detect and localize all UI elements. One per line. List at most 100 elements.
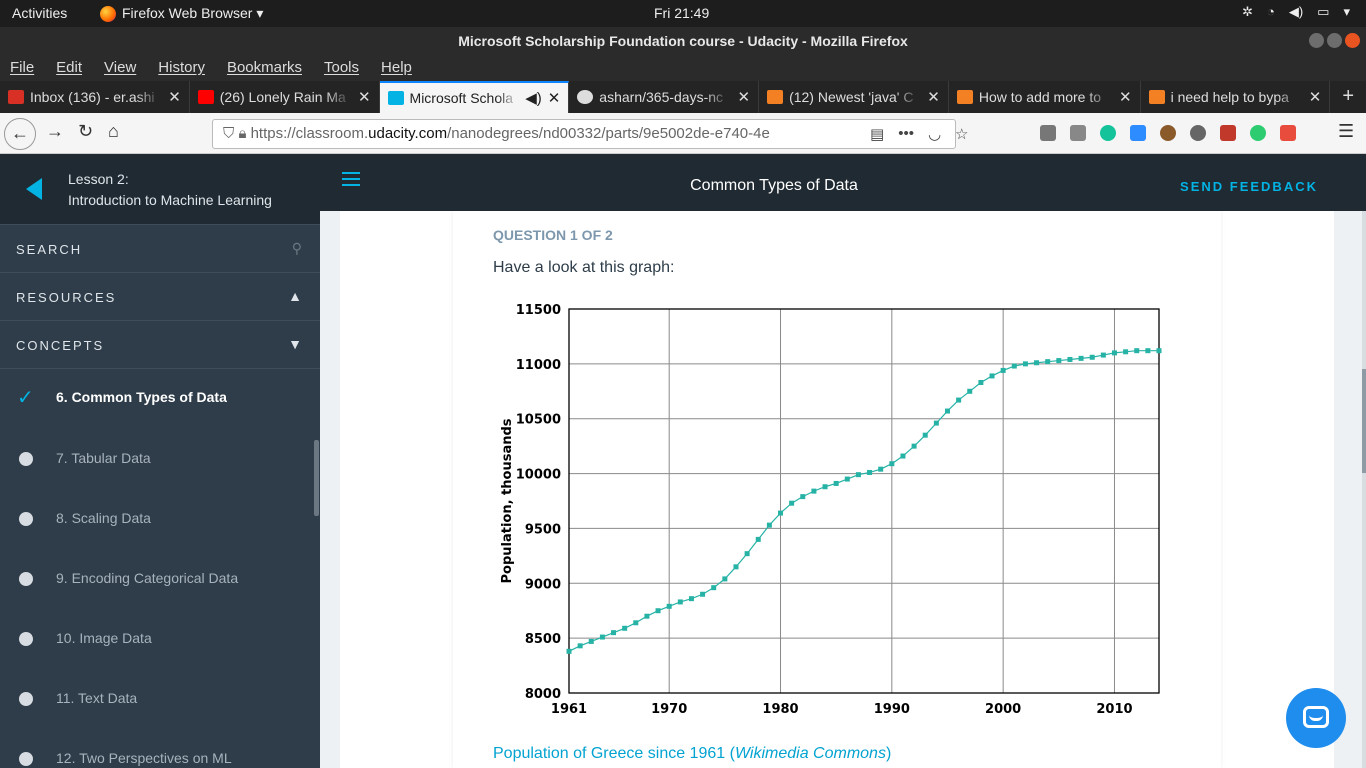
bookmark-star-icon[interactable]: ☆ [955,126,969,143]
close-tab-icon[interactable]: ✕ [1308,89,1322,106]
tab-youtube[interactable]: (26) Lonely Rain Ma ✕ [190,81,380,113]
concept-item-12[interactable]: 12. Two Perspectives on ML [0,727,320,768]
close-tab-icon[interactable]: ✕ [357,89,371,106]
close-tab-icon[interactable]: ✕ [547,90,561,107]
menu-bar: File Edit View History Bookmarks Tools H… [0,55,1366,81]
data-point [822,484,828,490]
page-scrollbar-thumb[interactable] [1362,369,1366,473]
data-point [700,591,706,597]
data-point [622,625,628,631]
clock[interactable]: Fri 21:49 [654,5,710,21]
extension-grid-icon[interactable] [1280,125,1296,141]
chevron-up-icon[interactable]: ▲ [288,288,302,304]
resources-label: RESOURCES [16,290,117,305]
sidebar-resources[interactable]: RESOURCES ▲ [0,273,320,321]
library-icon[interactable] [1040,125,1056,141]
close-tab-icon[interactable]: ✕ [927,89,940,106]
classroom-header: Common Types of Data SEND FEEDBACK [320,154,1366,211]
maximize-button[interactable] [1327,33,1342,48]
sidebar-scrollbar[interactable] [314,440,319,516]
tracking-shield-icon[interactable]: ⛉ [223,125,235,142]
menu-view[interactable]: View [104,59,137,76]
tab-stackoverflow-1[interactable]: (12) Newest 'java' C ✕ [759,81,949,113]
volume-icon[interactable]: ◀) [1288,4,1304,19]
search-icon[interactable]: ⚲ [291,240,302,256]
concept-item-10[interactable]: 10. Image Data [0,607,320,667]
data-point [867,469,873,475]
tab-audio-icon[interactable]: ◀) [525,90,542,107]
app-menu[interactable]: Firefox Web Browser ▾ [100,5,263,22]
back-arrow-icon[interactable] [26,178,42,200]
lesson-header[interactable]: Lesson 2: Introduction to Machine Learni… [0,154,320,225]
lock-icon[interactable]: 🔒︎ [238,125,247,142]
menu-bookmarks[interactable]: Bookmarks [226,59,302,76]
grammarly-icon[interactable] [1100,125,1116,141]
extension-green-icon[interactable] [1250,125,1266,141]
hamburger-menu-icon[interactable]: ☰ [1338,121,1355,141]
forward-button[interactable]: → [46,121,64,141]
search-label: SEARCH [16,242,83,257]
pocket-icon[interactable]: ◡ [927,126,942,143]
concept-item-9[interactable]: 9. Encoding Categorical Data [0,547,320,607]
tab-udacity[interactable]: Microsoft Schola ◀) ✕ [379,81,570,113]
close-tab-icon[interactable]: ✕ [168,89,181,106]
close-tab-icon[interactable]: ✕ [1119,89,1132,106]
tab-gmail[interactable]: Inbox (136) - er.ashi ✕ [0,81,190,113]
reader-view-icon[interactable]: ▤ [870,126,885,143]
minimize-button[interactable] [1309,33,1324,48]
system-tray[interactable]: ✲ ◔ ◀) ▭ ▾ [1242,4,1350,20]
wifi-icon[interactable]: ◔ [1266,4,1275,19]
close-window-button[interactable] [1345,33,1360,48]
chat-support-button[interactable] [1286,688,1346,748]
extension-red-icon[interactable] [1220,125,1236,141]
url-bar[interactable]: ⛉ 🔒︎ https://classroom.udacity.com/nanod… [212,119,956,149]
y-tick-label: 9000 [525,577,561,592]
y-tick-label: 8500 [525,632,561,647]
new-tab-button[interactable]: + [1342,85,1355,107]
power-menu-icon[interactable]: ▾ [1343,4,1350,19]
chart-caption[interactable]: Population of Greece since 1961 (Wikimed… [493,745,891,763]
menu-help[interactable]: Help [381,59,412,76]
concept-item-8[interactable]: 8. Scaling Data [0,487,320,547]
sidebar-toggle-icon[interactable] [1070,125,1086,141]
account-icon[interactable] [1190,125,1206,141]
concept-item-6[interactable]: ✓ 6. Common Types of Data [0,369,320,427]
data-point [911,443,917,449]
zoom-icon[interactable] [1130,125,1146,141]
menu-tools[interactable]: Tools [323,59,360,76]
tab-github[interactable]: asharn/365-days-nc ✕ [569,81,760,113]
x-tick-label: 1970 [651,702,687,717]
url-prefix: https://classroom. [250,125,369,142]
gmail-icon [8,90,24,104]
data-point [789,500,795,506]
reload-button[interactable]: ↻ [78,121,94,141]
menu-file[interactable]: File [10,59,35,76]
data-point [800,494,806,500]
tab-label: How to add more to [978,89,1101,105]
data-point [766,522,772,528]
back-button[interactable]: ← [4,118,36,150]
tab-stackoverflow-2[interactable]: How to add more to ✕ [949,81,1141,113]
menu-toggle-icon[interactable] [342,172,360,190]
page-actions-icon[interactable]: ••• [898,125,914,142]
battery-icon[interactable]: ▭ [1317,4,1330,19]
tab-stackoverflow-3[interactable]: i need help to bypa ✕ [1141,81,1331,113]
cookie-icon[interactable] [1160,125,1176,141]
window-controls [1309,33,1360,48]
concept-item-11[interactable]: 11. Text Data [0,667,320,727]
sidebar-search[interactable]: SEARCH ⚲ [0,225,320,273]
send-feedback-button[interactable]: SEND FEEDBACK [1180,179,1318,194]
menu-history[interactable]: History [158,59,205,76]
close-tab-icon[interactable]: ✕ [737,89,751,106]
caption-source-link[interactable]: Wikimedia Commons [734,745,886,762]
home-button[interactable]: ⌂ [108,121,119,141]
network-icon[interactable]: ✲ [1242,4,1253,19]
concept-item-7[interactable]: 7. Tabular Data [0,427,320,487]
sidebar-concepts[interactable]: CONCEPTS ▼ [0,321,320,369]
data-point [889,461,895,467]
chevron-down-icon[interactable]: ▼ [288,336,302,352]
page-scrollbar[interactable] [1362,211,1366,768]
concept-label: 12. Two Perspectives on ML [56,750,232,766]
activities-button[interactable]: Activities [12,5,68,21]
menu-edit[interactable]: Edit [56,59,83,76]
